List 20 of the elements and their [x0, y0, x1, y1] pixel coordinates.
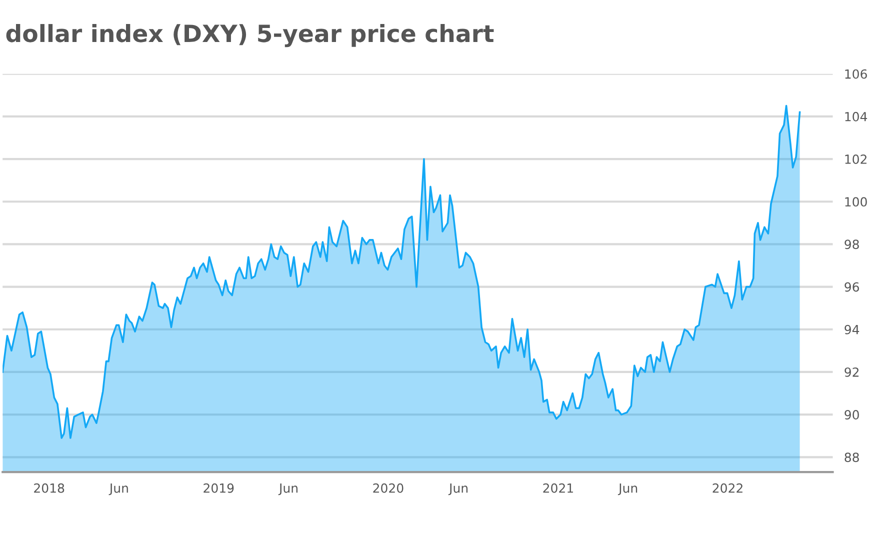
x-tick-label: 2018 [34, 483, 64, 493]
y-tick-label: 90 [844, 410, 859, 420]
chart-title: dollar index (DXY) 5-year price chart [6, 24, 494, 48]
x-tick-label: 2021 [543, 483, 573, 493]
y-tick-label: 96 [844, 282, 859, 292]
x-tick-label: Jun [108, 484, 128, 496]
y-tick-label: 104 [845, 112, 868, 122]
y-tick-label: 92 [844, 367, 859, 377]
y-tick-label: 102 [845, 154, 866, 164]
x-tick-label: 2019 [204, 483, 234, 493]
y-tick-label: 98 [844, 240, 859, 250]
y-tick-label: 106 [845, 69, 867, 79]
x-tick-label: Jun [618, 484, 638, 496]
x-tick-label: Jun [448, 484, 468, 496]
x-tick-label: 2020 [373, 483, 404, 493]
y-tick-label: 100 [845, 197, 867, 207]
y-tick-label: 88 [844, 452, 859, 462]
x-tick-label: Jun [278, 484, 298, 496]
x-tick-label: 2022 [712, 483, 742, 493]
y-tick-label: 94 [844, 324, 860, 334]
